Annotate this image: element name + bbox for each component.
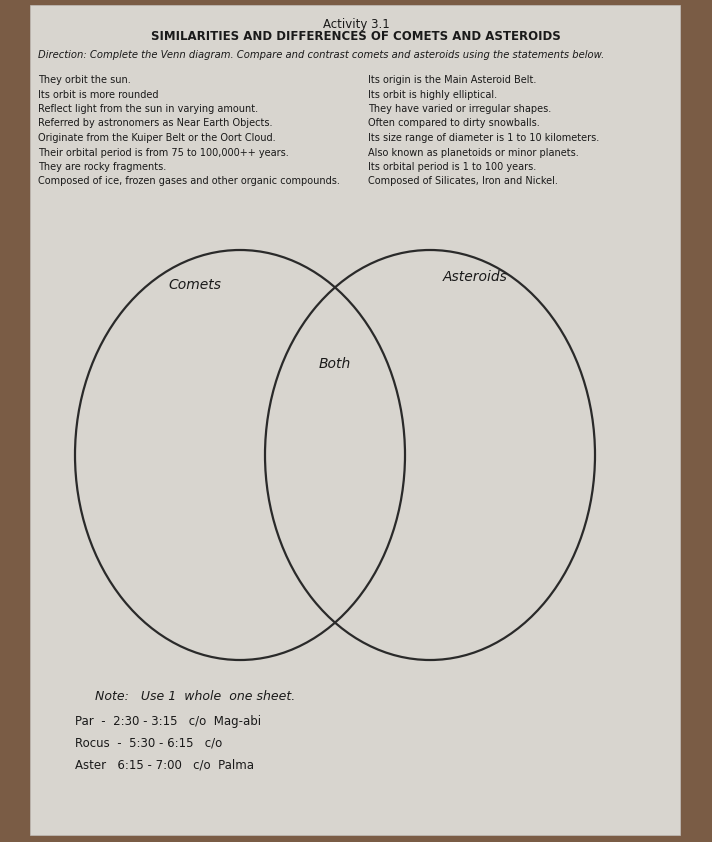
Text: Its orbit is highly elliptical.: Its orbit is highly elliptical.	[368, 89, 497, 99]
Text: They orbit the sun.: They orbit the sun.	[38, 75, 131, 85]
Text: Its orbital period is 1 to 100 years.: Its orbital period is 1 to 100 years.	[368, 162, 536, 172]
Text: Par  -  2:30 - 3:15   c/o  Mag-abi: Par - 2:30 - 3:15 c/o Mag-abi	[75, 715, 261, 728]
Text: Originate from the Kuiper Belt or the Oort Cloud.: Originate from the Kuiper Belt or the Oo…	[38, 133, 276, 143]
Text: Its orbit is more rounded: Its orbit is more rounded	[38, 89, 159, 99]
Text: They are rocky fragments.: They are rocky fragments.	[38, 162, 166, 172]
Text: Their orbital period is from 75 to 100,000++ years.: Their orbital period is from 75 to 100,0…	[38, 147, 289, 157]
Text: Reflect light from the sun in varying amount.: Reflect light from the sun in varying am…	[38, 104, 258, 114]
Text: Also known as planetoids or minor planets.: Also known as planetoids or minor planet…	[368, 147, 579, 157]
Text: Composed of ice, frozen gases and other organic compounds.: Composed of ice, frozen gases and other …	[38, 177, 340, 186]
FancyBboxPatch shape	[30, 5, 680, 835]
Text: Note:   Use 1  whole  one sheet.: Note: Use 1 whole one sheet.	[95, 690, 295, 703]
Text: Both: Both	[319, 357, 351, 370]
Text: SIMILARITIES AND DIFFERENCES OF COMETS AND ASTEROIDS: SIMILARITIES AND DIFFERENCES OF COMETS A…	[151, 30, 561, 43]
Text: Composed of Silicates, Iron and Nickel.: Composed of Silicates, Iron and Nickel.	[368, 177, 558, 186]
Text: Often compared to dirty snowballs.: Often compared to dirty snowballs.	[368, 119, 540, 129]
Text: Comets: Comets	[169, 278, 221, 292]
Text: Referred by astronomers as Near Earth Objects.: Referred by astronomers as Near Earth Ob…	[38, 119, 273, 129]
Text: Aster   6:15 - 7:00   c/o  Palma: Aster 6:15 - 7:00 c/o Palma	[75, 759, 254, 772]
Text: They have varied or irregular shapes.: They have varied or irregular shapes.	[368, 104, 551, 114]
Text: Direction: Complete the Venn diagram. Compare and contrast comets and asteroids : Direction: Complete the Venn diagram. Co…	[38, 50, 604, 60]
Text: Rocus  -  5:30 - 6:15   c/o: Rocus - 5:30 - 6:15 c/o	[75, 737, 222, 750]
Text: Its size range of diameter is 1 to 10 kilometers.: Its size range of diameter is 1 to 10 ki…	[368, 133, 600, 143]
Text: Activity 3.1: Activity 3.1	[323, 18, 389, 31]
Text: Asteroids: Asteroids	[443, 270, 508, 284]
Text: Its origin is the Main Asteroid Belt.: Its origin is the Main Asteroid Belt.	[368, 75, 536, 85]
